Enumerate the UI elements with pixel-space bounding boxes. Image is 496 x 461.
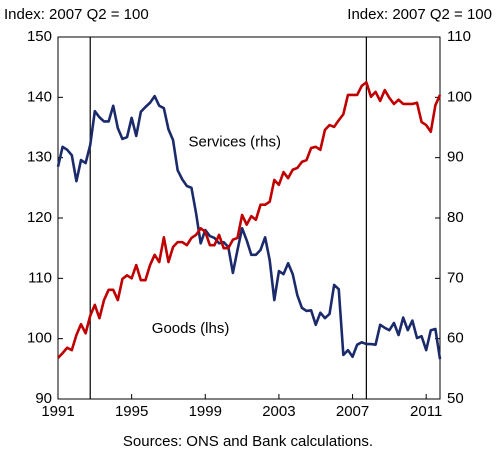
series-line — [57, 80, 442, 359]
y2-tick-label: 110 — [447, 28, 471, 45]
x-tick-label: 1999 — [189, 403, 222, 420]
y-tick-label: 110 — [28, 269, 52, 286]
y-tick-label: 150 — [27, 28, 52, 45]
series-line — [56, 94, 442, 360]
y2-tick-label: 50 — [447, 390, 464, 407]
x-tick-label: 1991 — [41, 403, 74, 420]
source-note: Sources: ONS and Bank calculations. — [123, 433, 373, 450]
y2-tick-label: 70 — [447, 269, 464, 286]
x-tick-label: 2007 — [336, 403, 369, 420]
y-tick-label: 120 — [27, 209, 52, 226]
y2-tick-label: 90 — [447, 149, 464, 166]
y-tick-label: 130 — [27, 149, 52, 166]
y2-tick-label: 80 — [447, 209, 464, 226]
x-tick-label: 1995 — [115, 403, 148, 420]
y2-tick-label: 100 — [447, 88, 472, 105]
annotation: Goods (lhs) — [152, 320, 230, 337]
y-tick-label: 90 — [35, 390, 52, 407]
y-tick-label: 140 — [27, 88, 52, 105]
annotation: Services (rhs) — [188, 134, 281, 151]
y-tick-label: 100 — [27, 330, 52, 347]
x-tick-label: 2003 — [262, 403, 295, 420]
x-tick-label: 2011 — [410, 403, 442, 420]
right-axis-label: Index: 2007 Q2 = 100 — [347, 6, 492, 23]
y2-tick-label: 60 — [447, 330, 464, 347]
left-axis-label: Index: 2007 Q2 = 100 — [4, 6, 149, 23]
